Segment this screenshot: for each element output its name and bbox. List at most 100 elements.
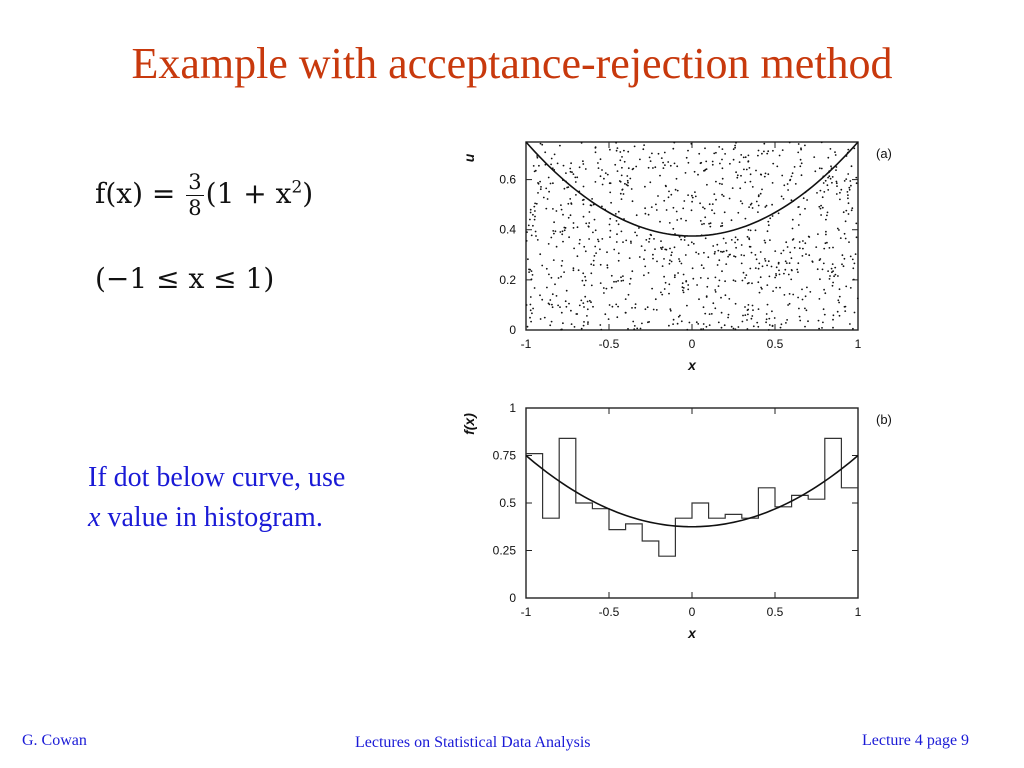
- scatter-point: [716, 243, 719, 246]
- formula-lhs: f(x) =: [95, 177, 176, 210]
- scatter-point: [743, 168, 745, 171]
- scatter-point: [694, 191, 696, 193]
- scatter-point: [772, 149, 774, 152]
- scatter-point: [664, 281, 667, 284]
- scatter-point: [849, 287, 852, 289]
- scatter-point: [605, 287, 608, 290]
- pdf-curve: [525, 454, 859, 528]
- scatter-point: [580, 327, 583, 330]
- scatter-point: [763, 150, 765, 153]
- scatter-point: [823, 191, 826, 193]
- scatter-point: [703, 207, 706, 210]
- scatter-point: [730, 239, 733, 241]
- formula-rhs-open: (1 + x: [205, 177, 292, 210]
- scatter-point: [549, 182, 552, 185]
- scatter-point: [844, 237, 847, 240]
- scatter-point: [585, 222, 588, 225]
- scatter-point: [800, 162, 803, 165]
- scatter-point: [787, 273, 790, 276]
- scatter-point: [597, 162, 599, 164]
- scatter-point: [723, 324, 726, 327]
- scatter-point: [720, 311, 723, 314]
- scatter-point: [720, 296, 722, 299]
- scatter-point: [682, 273, 685, 276]
- scatter-point: [828, 175, 831, 178]
- scatter-point: [594, 151, 597, 154]
- scatter-point: [634, 306, 637, 309]
- scatter-point: [565, 289, 568, 292]
- scatter-point: [599, 263, 602, 266]
- scatter-point: [687, 161, 690, 164]
- scatter-point: [748, 238, 751, 241]
- scatter-point: [587, 321, 589, 323]
- scatter-point: [745, 274, 748, 276]
- scatter-point: [652, 308, 655, 311]
- scatter-point: [567, 186, 570, 188]
- histogram-bar: [576, 503, 593, 598]
- scatter-point: [838, 314, 841, 317]
- scatter-point: [765, 321, 767, 324]
- scatter-point: [609, 191, 612, 194]
- scatter-point: [619, 192, 622, 195]
- scatter-point: [623, 149, 625, 152]
- scatter-point: [766, 264, 768, 267]
- scatter-point: [663, 258, 665, 260]
- scatter-point: [652, 257, 654, 260]
- scatter-point: [630, 240, 632, 243]
- scatter-point: [744, 314, 747, 316]
- scatter-point: [594, 245, 597, 248]
- scatter-point: [697, 173, 699, 176]
- scatter-point: [613, 280, 615, 283]
- scatter-point: [835, 166, 838, 168]
- scatter-point: [831, 284, 834, 287]
- slide-title: Example with acceptance-rejection method: [131, 39, 893, 88]
- scatter-point: [545, 267, 548, 270]
- scatter-point: [721, 224, 724, 227]
- scatter-point: [534, 210, 536, 212]
- scatter-point: [713, 252, 716, 255]
- scatter-point: [554, 283, 556, 286]
- scatter-point: [661, 246, 664, 249]
- scatter-point: [606, 173, 609, 176]
- scatter-point: [690, 241, 693, 244]
- scatter-point: [778, 269, 780, 272]
- scatter-point: [764, 258, 766, 260]
- scatter-point: [684, 254, 687, 256]
- scatter-point: [680, 217, 682, 220]
- scatter-point: [622, 193, 625, 195]
- scatter-point: [560, 204, 562, 206]
- scatter-point: [663, 199, 666, 202]
- scatter-point: [592, 231, 594, 234]
- scatter-point: [847, 202, 850, 205]
- scatter-point: [765, 318, 768, 321]
- scatter-point: [760, 173, 763, 176]
- scatter-point: [723, 211, 726, 214]
- scatter-point: [842, 211, 845, 214]
- scatter-point: [616, 233, 618, 236]
- scatter-point: [644, 249, 646, 252]
- scatter-point: [736, 238, 739, 241]
- scatter-point: [844, 220, 847, 223]
- scatter-point: [555, 210, 558, 212]
- scatter-point: [791, 269, 793, 272]
- scatter-point: [855, 222, 858, 225]
- scatter-point: [832, 314, 835, 317]
- scatter-point: [783, 294, 786, 296]
- scatter-point: [799, 165, 802, 168]
- scatter-point: [538, 164, 540, 167]
- scatter-point: [849, 180, 852, 182]
- scatter-point: [786, 246, 789, 248]
- scatter-point: [728, 298, 731, 300]
- scatter-point: [620, 230, 623, 233]
- scatter-point: [742, 271, 745, 274]
- scatter-point: [529, 309, 532, 312]
- scatter-point: [777, 261, 780, 264]
- scatter-point: [789, 179, 791, 182]
- scatter-point: [738, 161, 741, 163]
- scatter-point: [759, 192, 762, 195]
- scatter-point: [601, 183, 604, 186]
- scatter-point: [680, 320, 683, 323]
- scatter-point: [648, 237, 651, 240]
- scatter-point: [606, 251, 608, 254]
- scatter-point: [634, 231, 636, 234]
